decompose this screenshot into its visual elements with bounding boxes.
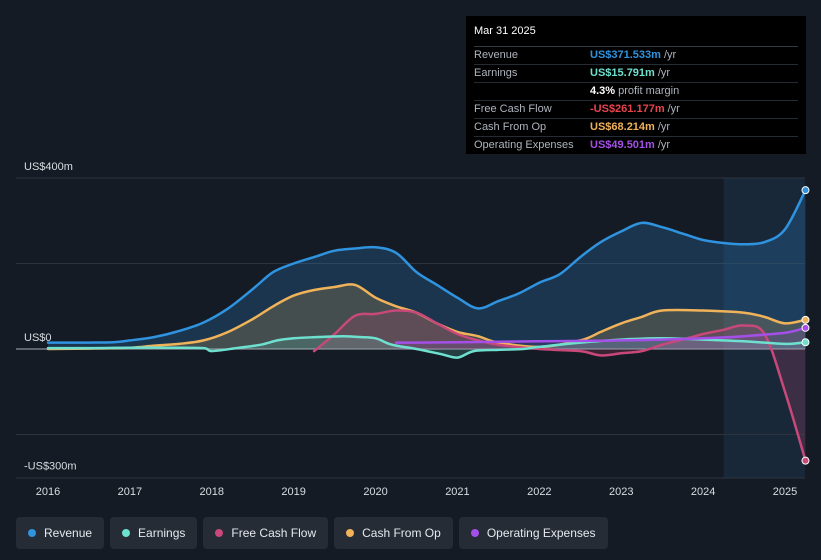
tooltip-unit: /yr	[663, 49, 677, 61]
tooltip-row: Earnings US$15.791m/yr	[474, 65, 798, 83]
legend-dot-icon	[346, 529, 355, 537]
legend-item-revenue[interactable]: Revenue	[16, 517, 105, 549]
tooltip-value: US$68.214m	[590, 121, 655, 133]
y-tick-label: US$400m	[24, 161, 73, 173]
tooltip-value: US$371.533m	[590, 49, 661, 61]
revenue-area	[48, 190, 806, 349]
legend-dot-icon	[28, 529, 36, 537]
earnings-end-marker	[801, 338, 810, 347]
tooltip-value: -US$261.177m	[590, 103, 665, 115]
cash-from-op-area	[48, 284, 806, 349]
legend-dot-icon	[122, 529, 131, 537]
tooltip-panel: Mar 31 2025 Revenue US$371.533m/yr Earning…	[466, 16, 806, 154]
legend-dot-icon	[215, 529, 224, 537]
tooltip-value: US$15.791m	[590, 67, 655, 79]
legend-label: Revenue	[44, 526, 93, 540]
x-tick-label: 2019	[281, 486, 305, 498]
tooltip-row: Free Cash Flow -US$261.177m/yr	[474, 101, 798, 119]
tooltip-label: Revenue	[474, 49, 519, 61]
tooltip-label	[474, 83, 590, 100]
chart-area: US$400m US$0 -US$300m 2016 2017 2018 2019 2020…	[16, 161, 810, 498]
legend-item-free-cash-flow[interactable]: Free Cash Flow	[203, 517, 329, 549]
x-tick-label: 2016	[36, 486, 60, 498]
tooltip-value: 4.3%	[590, 85, 616, 97]
operating-expenses-line	[394, 326, 807, 344]
y-tick-label: US$0	[24, 332, 52, 344]
tooltip-label: Operating Expenses	[474, 139, 574, 151]
legend-item-earnings[interactable]: Earnings	[110, 517, 198, 549]
x-tick-label: 2024	[691, 486, 715, 498]
forecast-band	[723, 178, 805, 478]
tooltip-unit: /yr	[657, 121, 671, 133]
tooltip-row: Operating Expenses US$49.501m/yr	[474, 137, 798, 154]
free-cash-flow-area	[314, 310, 806, 461]
x-tick-label: 2021	[445, 486, 469, 498]
tooltip-row: 4.3% profit margin	[474, 83, 798, 101]
legend-label: Free Cash Flow	[231, 526, 317, 540]
tooltip-label: Earnings	[474, 67, 518, 79]
x-tick-label: 2022	[527, 486, 551, 498]
x-tick-label: 2023	[609, 486, 633, 498]
tooltip-unit: /yr	[657, 139, 671, 151]
revenue-end-marker	[801, 186, 810, 195]
legend: Revenue Earnings Free Cash Flow Cash From O…	[16, 517, 608, 549]
x-tick-label: 2020	[363, 486, 387, 498]
x-tick-label: 2018	[200, 486, 224, 498]
legend-dot-icon	[470, 529, 479, 537]
tooltip-date: Mar 31 2025	[474, 24, 798, 47]
operating-expenses-end-marker	[801, 323, 810, 332]
x-tick-label: 2025	[773, 486, 797, 498]
revenue-line	[46, 188, 807, 344]
legend-item-operating-expenses[interactable]: Operating Expenses	[458, 517, 608, 549]
cash-from-op-end-marker	[801, 315, 810, 324]
tooltip-label: Cash From Op	[474, 121, 547, 133]
y-tick-label: -US$300m	[24, 460, 77, 472]
tooltip-label: Free Cash Flow	[474, 103, 552, 115]
free-cash-flow-end-marker	[801, 456, 810, 465]
legend-label: Cash From Op	[362, 526, 441, 540]
tooltip-unit: profit margin	[618, 85, 680, 97]
legend-item-cash-from-op[interactable]: Cash From Op	[334, 517, 453, 549]
tooltip-row: Revenue US$371.533m/yr	[474, 47, 798, 65]
tooltip-value: US$49.501m	[590, 139, 655, 151]
legend-label: Earnings	[138, 526, 186, 540]
tooltip-row: Cash From Op US$68.214m/yr	[474, 119, 798, 137]
tooltip-unit: /yr	[667, 103, 680, 115]
free-cash-flow-line	[312, 309, 807, 462]
legend-label: Operating Expenses	[486, 526, 596, 540]
tooltip-unit: /yr	[657, 67, 671, 79]
x-tick-label: 2017	[118, 486, 142, 498]
